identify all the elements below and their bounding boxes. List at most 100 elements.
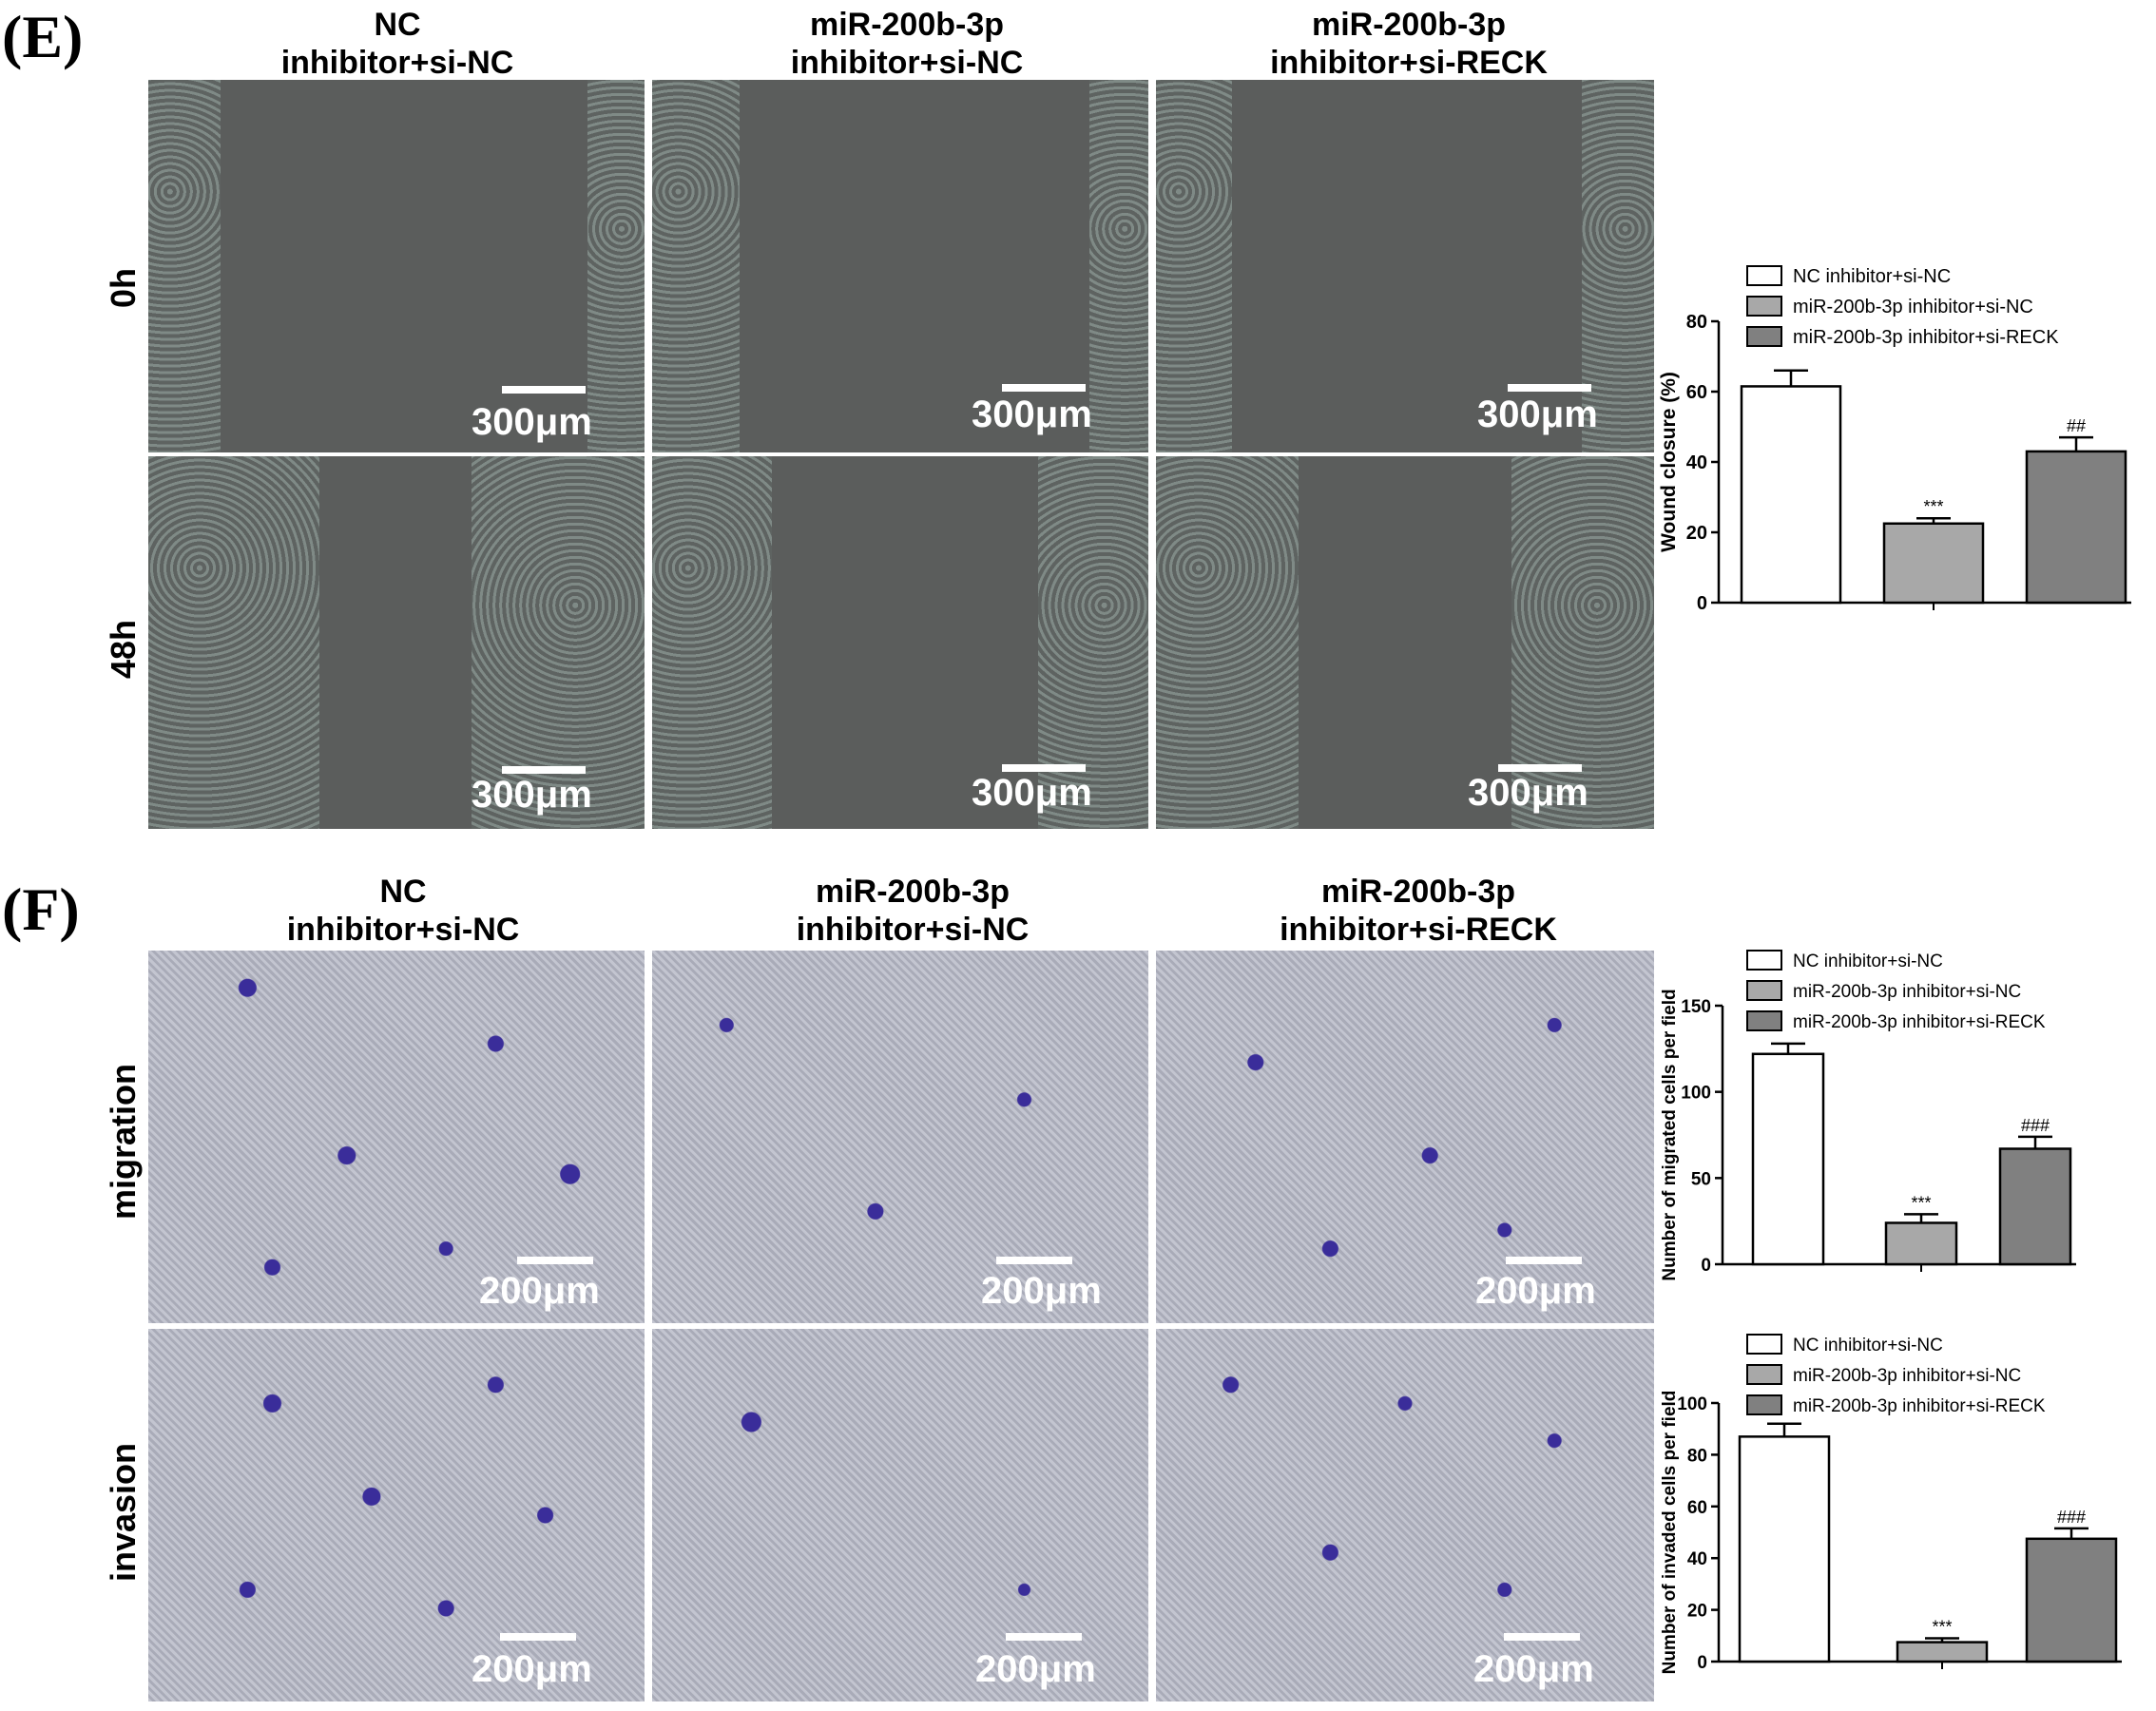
bar (1884, 1221, 1958, 1266)
y-tick-label: 40 (1686, 452, 1707, 473)
wound-closure-chart: NC inhibitor+si-NC miR-200b-3p inhibitor+… (1660, 265, 2131, 614)
bar (1738, 1435, 1831, 1663)
invaded-cells-chart: NC inhibitor+si-NC miR-200b-3p inhibitor+… (1660, 1334, 2122, 1675)
significance-label: ### (2057, 1508, 2086, 1527)
scale-label: 300μm (1477, 394, 1598, 435)
micrograph-f-invasion-2: 200μm (652, 1329, 1148, 1701)
scale-bar (996, 1257, 1072, 1264)
micrograph-f-invasion-1: 200μm (148, 1329, 645, 1701)
scale-bar (1504, 1633, 1580, 1641)
scale-bar (500, 1633, 576, 1641)
y-tick-label: 100 (1681, 1084, 1711, 1104)
micrograph-f-invasion-3: 200μm (1156, 1329, 1654, 1701)
scale-bar (1002, 384, 1086, 392)
column-title-line1: miR-200b-3p (809, 7, 1005, 43)
micrograph-f-migration-1: 200μm (148, 951, 645, 1323)
micrograph-e-48h-2: 300μm (652, 456, 1148, 829)
panel-label-e: (E) (2, 3, 84, 70)
bar (1896, 1641, 1989, 1663)
bar (1740, 385, 1842, 605)
bar (2025, 1537, 2118, 1663)
y-tick-label: 20 (1686, 523, 1707, 544)
column-title-line1: NC (379, 874, 427, 910)
micrograph-e-48h-3: 300μm (1156, 456, 1654, 829)
legend-swatch (1746, 950, 1782, 971)
column-title-line2: inhibitor+si-NC (286, 912, 520, 948)
scale-label: 200μm (975, 1648, 1096, 1690)
scale-label: 300μm (1468, 772, 1588, 814)
row-label-0h: 0h (104, 268, 143, 309)
column-title-line2: inhibitor+si-NC (790, 45, 1024, 81)
y-tick-label: 80 (1687, 1446, 1707, 1466)
micrograph-e-0h-2: 300μm (652, 80, 1148, 452)
scale-label: 300μm (972, 772, 1092, 814)
legend-swatch (1746, 326, 1782, 347)
legend-label: miR-200b-3p inhibitor+si-NC (1793, 982, 2021, 1002)
column-title-f-2: miR-200b-3p inhibitor+si-NC (665, 873, 1160, 949)
column-title-e-3: miR-200b-3p inhibitor+si-RECK (1162, 6, 1656, 82)
y-tick-label: 0 (1697, 593, 1707, 614)
migrated-cells-chart: NC inhibitor+si-NC miR-200b-3p inhibitor+… (1660, 950, 2076, 1281)
column-title-line2: inhibitor+si-RECK (1270, 45, 1548, 81)
scale-label: 200μm (981, 1270, 1102, 1312)
column-title-f-3: miR-200b-3p inhibitor+si-RECK (1171, 873, 1665, 949)
panel-label-f: (F) (2, 875, 80, 943)
scale-label: 200μm (1475, 1270, 1596, 1312)
scale-bar (502, 386, 586, 394)
legend-label: miR-200b-3p inhibitor+si-RECK (1793, 1012, 2046, 1032)
scale-bar (517, 1257, 593, 1264)
y-tick-label: 20 (1687, 1602, 1707, 1622)
legend-swatch (1746, 1394, 1782, 1415)
scale-label: 300μm (972, 394, 1092, 435)
legend-label: miR-200b-3p inhibitor+si-NC (1793, 297, 2033, 317)
legend-label: miR-200b-3p inhibitor+si-NC (1793, 1366, 2021, 1386)
micrograph-f-migration-2: 200μm (652, 951, 1148, 1323)
micrograph-e-0h-3: 300μm (1156, 80, 1654, 452)
scale-bar (1508, 384, 1591, 392)
legend-label: NC inhibitor+si-NC (1793, 266, 1951, 287)
scale-label: 300μm (472, 401, 592, 443)
column-title-e-1: NC inhibitor+si-NC (150, 6, 645, 82)
legend-swatch (1746, 980, 1782, 1001)
scale-label: 200μm (1473, 1648, 1594, 1690)
y-tick-label: 40 (1687, 1549, 1707, 1569)
y-tick-label: 60 (1686, 382, 1707, 403)
y-tick-label: 0 (1697, 1653, 1707, 1673)
bar (1751, 1052, 1825, 1266)
legend-label: NC inhibitor+si-NC (1793, 1336, 1943, 1355)
column-title-line1: miR-200b-3p (1311, 7, 1507, 43)
y-axis-label: Wound closure (%) (1660, 372, 1680, 552)
scale-bar (1498, 764, 1582, 772)
y-tick-label: 100 (1677, 1394, 1707, 1414)
legend-label: NC inhibitor+si-NC (1793, 952, 1943, 971)
column-title-e-2: miR-200b-3p inhibitor+si-NC (660, 6, 1154, 82)
legend-swatch (1746, 296, 1782, 317)
scale-bar (1002, 764, 1086, 772)
y-tick-label: 150 (1681, 997, 1711, 1017)
bar (2025, 450, 2127, 605)
scale-label: 200μm (479, 1270, 600, 1312)
micrograph-e-0h-1: 300μm (148, 80, 645, 452)
legend-swatch (1746, 1364, 1782, 1385)
legend-label: miR-200b-3p inhibitor+si-RECK (1793, 1396, 2046, 1416)
column-title-line2: inhibitor+si-NC (796, 912, 1030, 948)
column-title-f-1: NC inhibitor+si-NC (156, 873, 650, 949)
significance-label: ### (2021, 1116, 2050, 1135)
bar (1882, 522, 1985, 605)
legend-swatch (1746, 265, 1782, 286)
bar (1998, 1147, 2072, 1266)
column-title-line1: NC (374, 7, 421, 43)
legend-swatch (1746, 1334, 1782, 1355)
row-label-invasion: invasion (104, 1442, 143, 1583)
y-tick-label: 80 (1686, 312, 1707, 333)
significance-label: *** (1923, 497, 1943, 516)
column-title-line1: miR-200b-3p (815, 874, 1011, 910)
y-axis-label: Number of invaded cells per field (1660, 1391, 1680, 1675)
legend-swatch (1746, 1010, 1782, 1031)
micrograph-f-migration-3: 200μm (1156, 951, 1654, 1323)
column-title-line2: inhibitor+si-RECK (1280, 912, 1557, 948)
significance-label: *** (1932, 1618, 1952, 1637)
row-label-48h: 48h (104, 619, 143, 680)
scale-label: 200μm (472, 1648, 592, 1690)
scale-label: 300μm (472, 774, 592, 816)
